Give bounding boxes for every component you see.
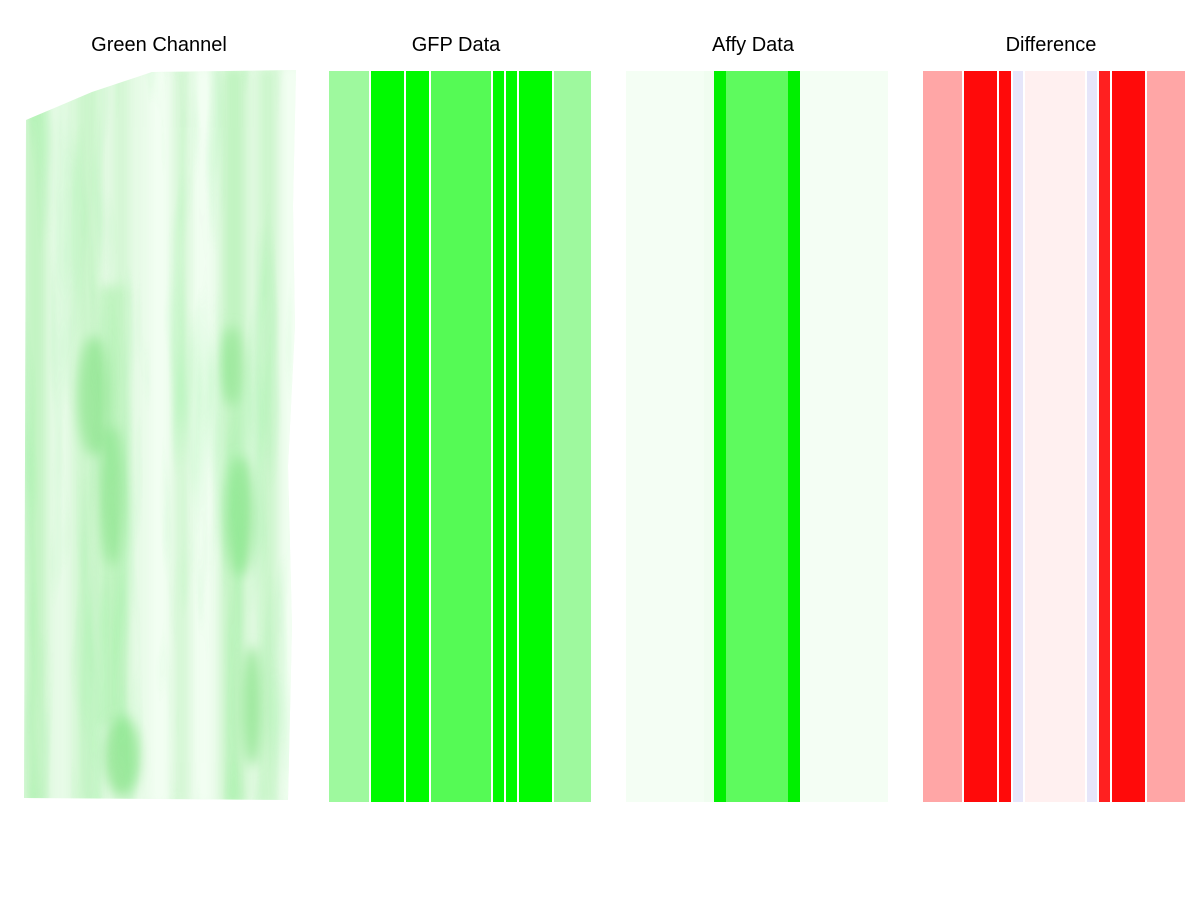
affy-data-strip xyxy=(788,71,800,802)
difference-strip xyxy=(1013,71,1023,802)
green-channel-title: Green Channel xyxy=(91,34,227,56)
difference-strip xyxy=(1147,71,1185,802)
gfp-data-strip xyxy=(552,71,554,802)
gfp-data-panel xyxy=(329,71,591,802)
gfp-data-strip xyxy=(504,71,506,802)
difference-strip xyxy=(1025,71,1085,802)
difference-title: Difference xyxy=(1005,34,1097,56)
gfp-data-strip xyxy=(491,71,493,802)
gfp-data-strip xyxy=(406,71,429,802)
difference-strip xyxy=(997,71,999,802)
difference-strip xyxy=(999,71,1011,802)
difference-strip xyxy=(1085,71,1087,802)
affy-data-strip xyxy=(726,71,788,802)
difference-strip xyxy=(1023,71,1025,802)
affy-data-strip xyxy=(800,71,888,802)
difference-strip xyxy=(964,71,997,802)
gfp-data-strip xyxy=(431,71,491,802)
difference-strip xyxy=(1110,71,1112,802)
affy-data-panel xyxy=(626,71,888,802)
difference-strip xyxy=(1145,71,1147,802)
gfp-data-strip xyxy=(493,71,504,802)
gfp-data-strip xyxy=(371,71,404,802)
difference-strip xyxy=(1097,71,1099,802)
difference-panel xyxy=(923,71,1185,802)
difference-strip xyxy=(962,71,964,802)
gfp-data-strip xyxy=(554,71,591,802)
gfp-data-strip xyxy=(517,71,519,802)
green-channel-image xyxy=(24,70,296,800)
difference-strip xyxy=(923,71,962,802)
gfp-data-strip xyxy=(404,71,406,802)
gfp-data-strip xyxy=(329,71,369,802)
gfp-data-strip xyxy=(519,71,552,802)
affy-data-strip xyxy=(714,71,726,802)
affy-data-strip xyxy=(626,71,704,802)
difference-strip xyxy=(1112,71,1145,802)
difference-strip xyxy=(1099,71,1110,802)
difference-strip xyxy=(1011,71,1013,802)
gfp-data-title: GFP Data xyxy=(411,34,501,56)
affy-data-title: Affy Data xyxy=(712,34,794,56)
gfp-data-strip xyxy=(429,71,431,802)
difference-strip xyxy=(1087,71,1097,802)
gfp-data-strip xyxy=(506,71,517,802)
gfp-data-strip xyxy=(369,71,371,802)
affy-data-strip xyxy=(704,71,714,802)
